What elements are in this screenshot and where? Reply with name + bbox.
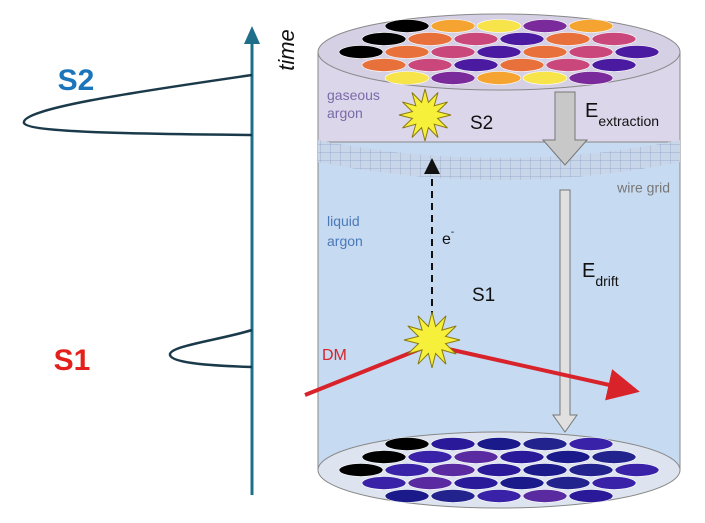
- pmt: [546, 451, 590, 464]
- pmt: [569, 72, 613, 85]
- pmt: [569, 46, 613, 59]
- liquid-label-line: argon: [327, 233, 363, 249]
- pmt: [523, 438, 567, 451]
- pmt: [500, 451, 544, 464]
- electron-charge: -: [451, 227, 454, 238]
- pmt: [592, 477, 636, 490]
- pmt: [454, 477, 498, 490]
- pmt: [523, 46, 567, 59]
- pmt: [431, 20, 475, 33]
- pmt: [385, 490, 429, 503]
- pmt: [569, 20, 613, 33]
- pmt: [385, 464, 429, 477]
- pmt: [500, 33, 544, 46]
- pmt: [385, 20, 429, 33]
- field-symbol: E: [585, 100, 598, 122]
- pmt: [385, 46, 429, 59]
- pmt: [500, 477, 544, 490]
- pmt: [546, 477, 590, 490]
- pmt: [615, 46, 659, 59]
- field-subscript: extraction: [598, 113, 659, 129]
- field-subscript: drift: [595, 273, 618, 289]
- pmt: [477, 490, 521, 503]
- axis-label: time: [274, 29, 299, 71]
- pmt: [569, 438, 613, 451]
- pmt: [431, 438, 475, 451]
- pmt: [477, 438, 521, 451]
- dm-label: DM: [322, 347, 347, 364]
- pmt: [362, 451, 406, 464]
- pmt: [477, 72, 521, 85]
- s1-label: S1: [54, 344, 91, 377]
- s1-flash-label: S1: [472, 285, 495, 306]
- pmt: [454, 59, 498, 72]
- pmt: [362, 59, 406, 72]
- pmt: [546, 59, 590, 72]
- pmt: [569, 490, 613, 503]
- pmt: [523, 20, 567, 33]
- pmt: [362, 33, 406, 46]
- pmt: [431, 464, 475, 477]
- pmt: [454, 451, 498, 464]
- s1-pulse: [170, 330, 252, 367]
- pmt: [523, 464, 567, 477]
- pmt: [385, 72, 429, 85]
- pmt: [569, 464, 613, 477]
- pmt: [615, 464, 659, 477]
- pmt: [431, 72, 475, 85]
- pmt: [408, 33, 452, 46]
- pmt: [431, 490, 475, 503]
- pmt: [408, 59, 452, 72]
- pmt: [592, 33, 636, 46]
- pmt: [477, 46, 521, 59]
- pmt: [385, 438, 429, 451]
- gas-label-line: argon: [327, 105, 363, 121]
- diagram: time S2 S1 gaseous argon liquid argon wire…: [0, 0, 705, 523]
- pmt: [523, 490, 567, 503]
- pmt: [362, 477, 406, 490]
- pmt: [523, 72, 567, 85]
- pmt: [431, 46, 475, 59]
- pmt: [408, 451, 452, 464]
- pmt: [592, 59, 636, 72]
- s2-flash-label: S2: [470, 113, 493, 134]
- pmt: [339, 464, 383, 477]
- gas-label-line: gaseous: [327, 87, 380, 103]
- electron-symbol: e: [442, 231, 451, 248]
- liquid-label-line: liquid: [327, 213, 360, 229]
- s2-label: S2: [58, 64, 95, 97]
- pmt: [500, 59, 544, 72]
- pmt: [408, 477, 452, 490]
- field-symbol: E: [582, 260, 595, 282]
- axis-arrow: [244, 26, 260, 44]
- pmt: [477, 20, 521, 33]
- pmt: [592, 451, 636, 464]
- pmt: [454, 33, 498, 46]
- pmt: [546, 33, 590, 46]
- pmt: [339, 46, 383, 59]
- wire-grid-label: wire grid: [616, 180, 670, 196]
- pmt: [477, 464, 521, 477]
